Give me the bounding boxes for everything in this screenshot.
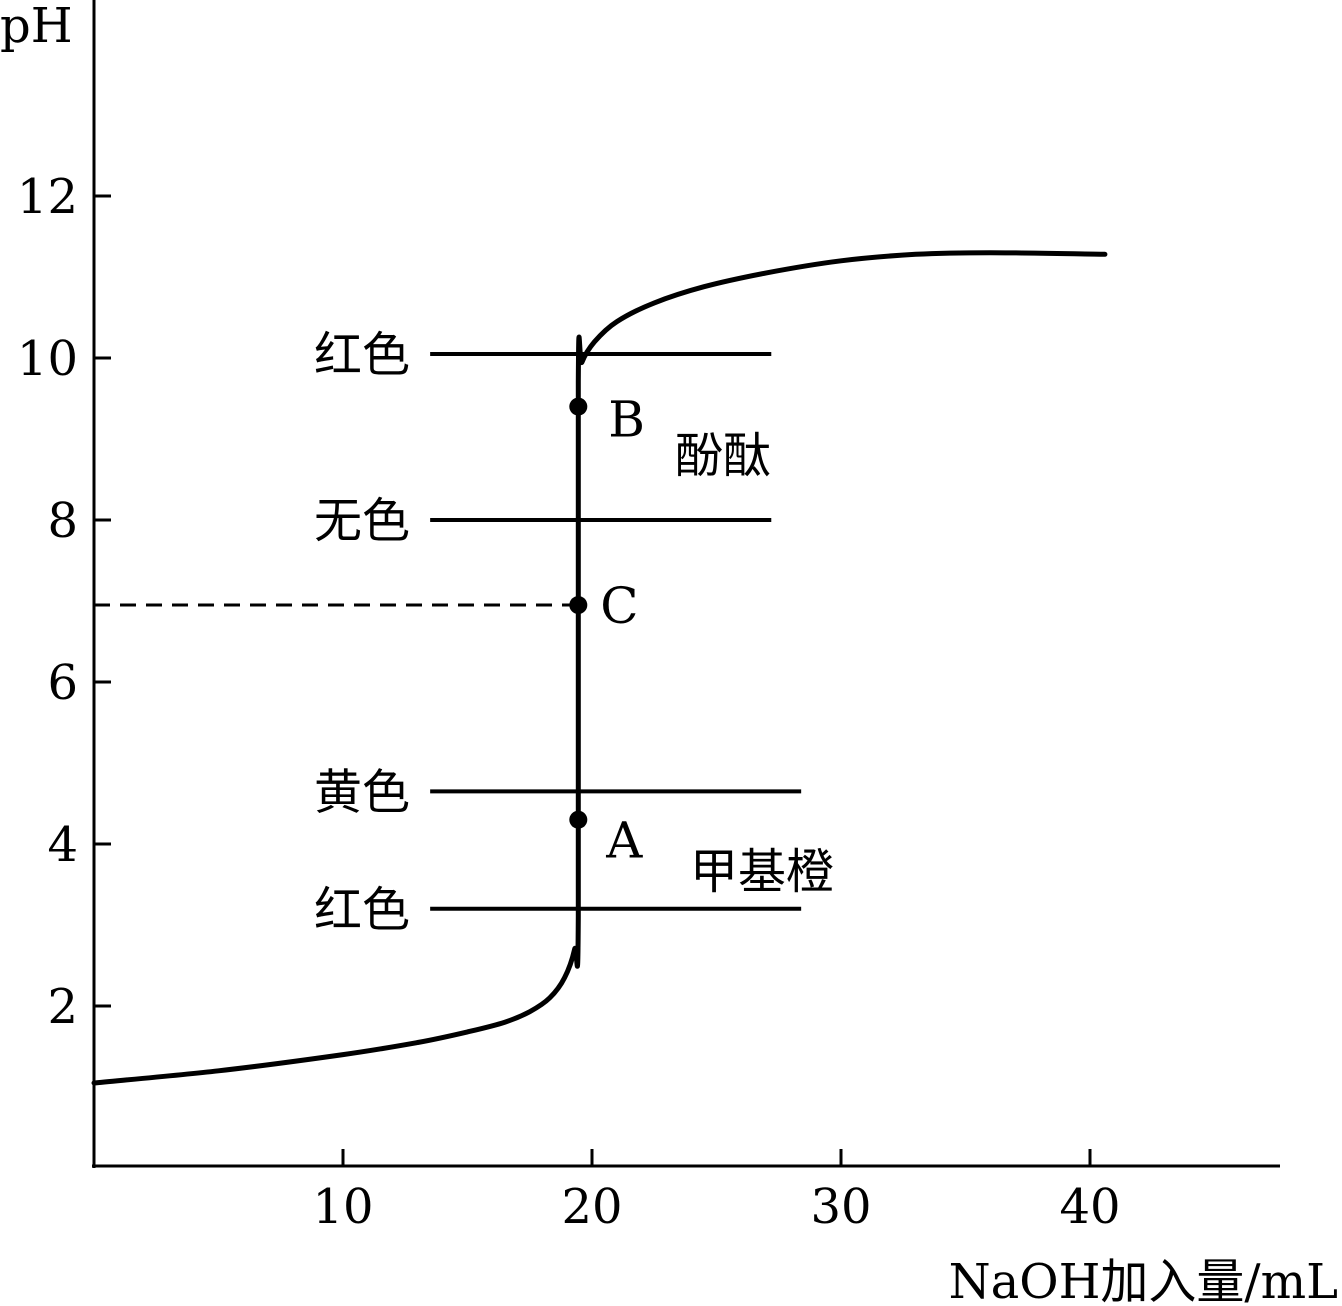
marked-point-a — [569, 810, 588, 829]
marked-point-label: A — [605, 812, 643, 870]
marked-point-c — [569, 596, 588, 615]
marked-point-label: C — [600, 577, 638, 635]
titration-curve — [91, 250, 1108, 1086]
y-tick-label: 8 — [47, 493, 78, 549]
x-tick-label: 20 — [561, 1179, 622, 1235]
indicator-color-label: 红色 — [314, 327, 410, 383]
x-axis-title: NaOH加入量/mL — [949, 1254, 1338, 1306]
y-tick-label: 10 — [17, 331, 78, 387]
x-tick-label: 40 — [1059, 1179, 1120, 1235]
indicator-name-methyl-orange: 甲基橙 — [690, 844, 834, 900]
y-tick-label: 6 — [47, 655, 78, 711]
marked-point-b — [569, 397, 588, 416]
y-tick-label: 12 — [17, 169, 78, 225]
y-tick-label: 2 — [47, 979, 78, 1035]
indicator-color-label: 黄色 — [314, 764, 410, 820]
indicator-color-label: 红色 — [314, 882, 410, 938]
y-tick-label: 4 — [47, 817, 78, 873]
indicator-name-phenolphthalein: 酚酞 — [675, 428, 771, 484]
indicator-color-label: 无色 — [314, 493, 410, 549]
marked-point-label: B — [608, 391, 645, 449]
x-tick-label: 10 — [312, 1179, 373, 1235]
x-tick-label: 30 — [810, 1179, 871, 1235]
y-axis-title: pH — [0, 0, 73, 54]
